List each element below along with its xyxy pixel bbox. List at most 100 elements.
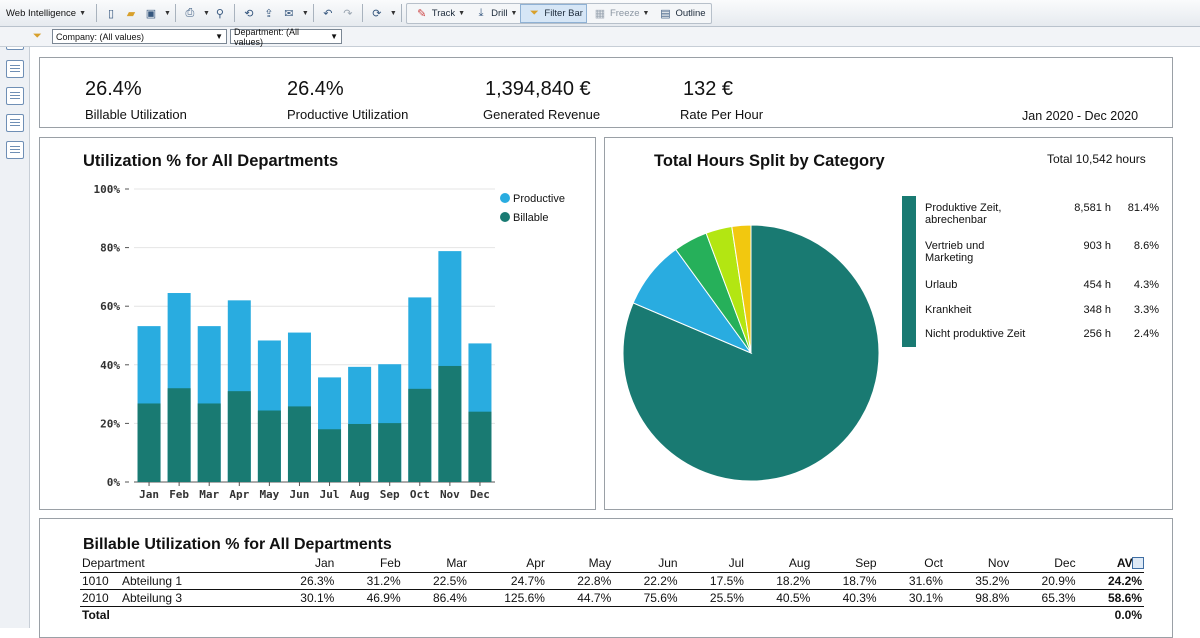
table-title: Billable Utilization % for All Departmen…	[83, 536, 392, 553]
chevron-down-icon: ▼	[458, 9, 466, 17]
freeze-icon: ▦	[594, 7, 606, 20]
billable-table-panel: Billable Utilization % for All Departmen…	[39, 518, 1173, 638]
pie-legend-percent: 4.3%	[1133, 279, 1159, 291]
table-total-row: Total 0.0%	[80, 606, 1144, 623]
help-icon[interactable]	[6, 114, 24, 132]
redo-icon[interactable]: ↷	[343, 7, 353, 20]
undo-icon[interactable]: ↶	[323, 7, 333, 20]
x-tick-label: Oct	[410, 488, 430, 501]
billable-bar	[378, 423, 402, 482]
chevron-down-icon[interactable]: ▼	[389, 9, 397, 17]
month-cell: 75.6%	[613, 589, 680, 607]
utilization-chart-panel: Utilization % for All Departments 0% 20% 4…	[39, 137, 596, 510]
billable-bar	[408, 388, 432, 482]
drill-button[interactable]: ⤓ Drill ▼	[468, 4, 520, 23]
print-icon[interactable]: ⎙	[185, 6, 195, 19]
header-dec: Dec	[1011, 555, 1078, 573]
month-cell: 24.7%	[468, 572, 547, 590]
input-controls-icon[interactable]	[6, 87, 24, 105]
company-filter-value: Company: (All values)	[56, 31, 145, 42]
header-nov: Nov	[944, 555, 1012, 573]
navigation-map-icon[interactable]	[6, 60, 24, 78]
billable-bar	[167, 388, 191, 482]
email-icon[interactable]: ✉	[284, 7, 294, 20]
department-filter-select[interactable]: Department: (All values) ▼	[230, 27, 342, 47]
pie-legend-percent: 81.4%	[1127, 202, 1159, 214]
total-cell	[680, 606, 746, 623]
find-icon[interactable]: ⚲	[215, 7, 224, 20]
chevron-down-icon[interactable]: ▼	[301, 9, 309, 17]
pie-legend-label: abrechenbar	[925, 214, 987, 226]
billable-bar	[137, 403, 161, 482]
x-tick-label: Jul	[320, 488, 340, 501]
y-tick-label: 100%	[94, 183, 121, 196]
chevron-down-icon: ▼	[215, 32, 223, 41]
pie-legend-hours: 903 h	[1083, 240, 1111, 252]
month-cell: 31.2%	[336, 572, 403, 590]
month-cell: 86.4%	[402, 589, 469, 607]
freeze-button[interactable]: ▦ Freeze ▼	[587, 4, 653, 23]
track-icon: ✎	[417, 7, 427, 20]
filter-bar-button[interactable]: ⏷ Filter Bar	[520, 3, 587, 23]
month-cell: 31.6%	[878, 572, 945, 590]
company-filter-select[interactable]: Company: (All values) ▼	[52, 29, 227, 44]
pie-legend-item: Nicht produktive Zeit	[925, 328, 1025, 340]
chevron-down-icon[interactable]: ▼	[202, 9, 210, 17]
header-jun: Jun	[613, 555, 680, 573]
kpi-revenue-label: Generated Revenue	[483, 107, 601, 122]
comments-icon[interactable]	[6, 141, 24, 159]
outline-button[interactable]: ▤ Outline	[652, 4, 708, 23]
filter-bar: ⏷ Company: (All values) ▼ Department: (A…	[0, 27, 1200, 47]
pie-legend-hours: 8,581 h	[1074, 202, 1111, 214]
chevron-down-icon[interactable]: ▼	[164, 9, 171, 17]
pie-legend-label: Produktive Zeit,	[925, 202, 1002, 214]
x-tick-label: Jun	[290, 488, 310, 501]
month-cell: 18.2%	[745, 572, 813, 590]
y-tick-label: 40%	[100, 359, 120, 372]
billable-bar	[227, 391, 251, 482]
header-mar: Mar	[402, 555, 469, 573]
toolbar-divider	[312, 4, 314, 22]
bar-chart-title: Utilization % for All Departments	[83, 152, 339, 170]
hours-pie-chart	[622, 224, 880, 482]
y-tick-label: 0%	[107, 476, 121, 489]
billable-bar	[318, 429, 342, 482]
kpi-billable-value: 26.4%	[85, 78, 142, 100]
legend-productive-marker	[500, 193, 510, 203]
new-document-icon[interactable]: ▯	[107, 7, 115, 20]
total-cell	[613, 606, 679, 623]
month-cell: 22.5%	[402, 572, 469, 590]
open-folder-icon[interactable]: ▰	[126, 7, 136, 20]
month-cell: 20.9%	[1011, 572, 1078, 590]
outline-icon: ▤	[660, 7, 671, 20]
month-cell: 17.5%	[679, 572, 746, 590]
chevron-down-icon: ▼	[642, 9, 650, 17]
y-tick-label: 60%	[100, 300, 120, 313]
legend-productive-label: Productive	[513, 193, 565, 205]
pie-chart-title: Total Hours Split by Category	[654, 152, 885, 170]
track-button[interactable]: ✎ Track ▼	[409, 4, 468, 23]
chevron-down-icon: ▼	[79, 9, 86, 17]
month-cell: 22.8%	[546, 572, 614, 590]
pie-legend-item: Produktive Zeit, abrechenbar	[925, 202, 1001, 226]
export-table-icon[interactable]	[1132, 557, 1144, 569]
total-cell	[469, 606, 547, 623]
refresh-icon[interactable]: ⟳	[372, 7, 382, 20]
chevron-down-icon: ▼	[330, 32, 338, 41]
filter-bar-label: Filter Bar	[544, 7, 583, 19]
save-icon[interactable]: ▣	[145, 7, 157, 20]
outline-label: Outline	[675, 7, 706, 19]
toolbar: Web Intelligence ▼ ▯ ▰ ▣ ▼ ⎙ ▼ ⚲ ⟲ ⇪ ✉ ▼…	[0, 0, 1200, 27]
pie-slice	[731, 224, 752, 354]
month-cell: 35.2%	[944, 572, 1012, 590]
header-sep: Sep	[812, 555, 879, 573]
month-cell: 26.3%	[270, 572, 337, 590]
month-cell: 98.8%	[944, 589, 1012, 607]
export-icon[interactable]: ⇪	[264, 7, 274, 20]
total-label: Total	[82, 607, 110, 622]
month-cell: 22.2%	[613, 572, 680, 590]
track-changes-icon[interactable]: ⟲	[244, 7, 254, 20]
app-menu[interactable]: Web Intelligence ▼	[6, 8, 86, 19]
pie-legend-hours: 348 h	[1083, 304, 1111, 316]
month-cell: 25.5%	[679, 589, 746, 607]
